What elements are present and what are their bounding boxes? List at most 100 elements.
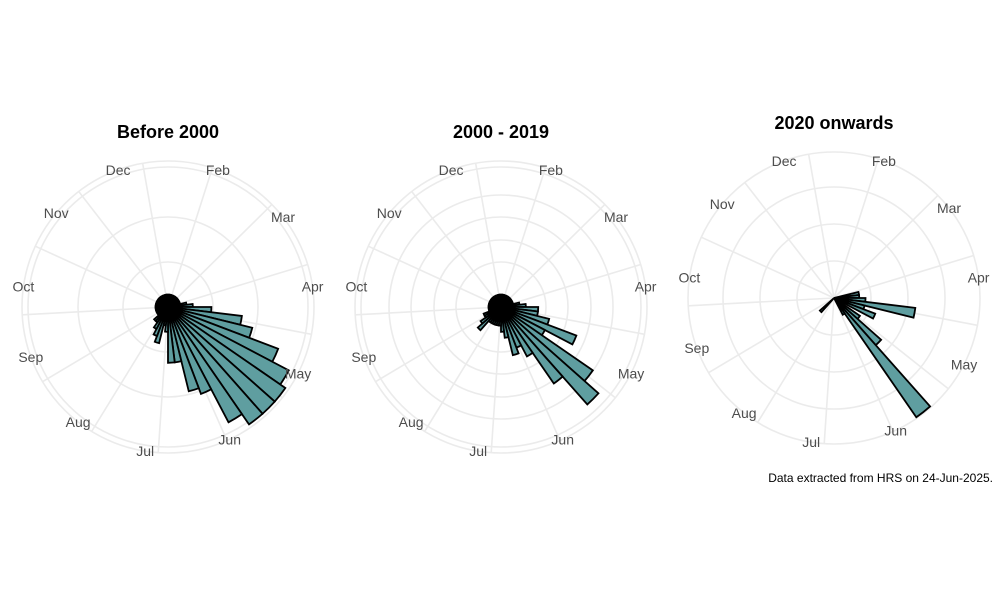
week-bar: [500, 306, 510, 339]
grid-spoke: [833, 158, 880, 299]
month-label-aug: Aug: [66, 414, 91, 430]
month-label-oct: Oct: [13, 279, 35, 295]
month-label-jul: Jul: [469, 443, 487, 459]
grid-ring: [722, 186, 946, 410]
grid-spoke: [833, 194, 939, 299]
month-label-feb: Feb: [872, 153, 896, 169]
grid-ring: [796, 260, 872, 336]
grid-spoke: [167, 263, 308, 308]
month-label-aug: Aug: [732, 405, 757, 421]
grid-spoke: [42, 306, 169, 383]
polar-grid: [354, 160, 648, 454]
grid-spoke: [423, 306, 502, 432]
month-label-jun: Jun: [218, 431, 241, 447]
panel-2000-2019: Dec Feb Mar Apr May Jun Jul Aug Sep Oct Nov 2000 - …: [346, 122, 657, 459]
month-label-sep: Sep: [684, 340, 709, 356]
month-label-may: May: [285, 365, 311, 381]
grid-spoke: [490, 306, 502, 453]
bars: [152, 293, 290, 426]
week-bar: [167, 306, 244, 424]
month-label-may: May: [618, 365, 644, 381]
month-label-mar: Mar: [604, 209, 628, 225]
grid-spoke: [833, 254, 974, 299]
grid-ring: [360, 166, 642, 448]
grid-spoke: [367, 245, 502, 308]
week-bar: [833, 297, 877, 320]
grid-spoke: [500, 263, 641, 308]
grid-spoke: [500, 167, 547, 308]
bars: [476, 293, 600, 406]
month-label-apr: Apr: [968, 270, 990, 286]
panel-title: Before 2000: [117, 122, 219, 142]
panel-title: 2020 onwards: [774, 113, 893, 133]
month-label-oct: Oct: [346, 279, 368, 295]
month-label-sep: Sep: [351, 349, 376, 365]
month-label-nov: Nov: [710, 196, 735, 212]
grid-spoke: [700, 236, 835, 299]
grid-spoke: [807, 154, 835, 299]
month-label-mar: Mar: [271, 209, 295, 225]
grid-spoke: [22, 306, 169, 316]
week-bar: [500, 306, 534, 358]
polar-grid: [687, 151, 981, 445]
week-bar: [833, 297, 846, 316]
panel-before-2000: Dec Feb Mar Apr May Jun Jul Aug Sep Oct Nov Before …: [13, 122, 324, 459]
month-label-feb: Feb: [539, 162, 563, 178]
week-bar: [500, 306, 520, 357]
month-label-oct: Oct: [679, 270, 701, 286]
month-label-dec: Dec: [772, 153, 797, 169]
grid-spoke: [708, 297, 835, 374]
grid-spoke: [474, 163, 502, 308]
month-label-jul: Jul: [802, 434, 820, 450]
grid-spoke: [688, 297, 835, 307]
month-label-dec: Dec: [106, 162, 131, 178]
grid-ring: [455, 261, 547, 353]
grid-spoke: [375, 306, 502, 383]
panel-title: 2000 - 2019: [453, 122, 549, 142]
grid-ring: [687, 151, 981, 445]
grid-spoke: [744, 181, 835, 299]
grid-spoke: [34, 245, 169, 308]
grid-spoke: [78, 190, 169, 308]
grid-spoke: [141, 163, 169, 308]
bars: [818, 290, 932, 419]
month-label-may: May: [951, 356, 977, 372]
month-label-jun: Jun: [551, 431, 574, 447]
month-labels: Dec Feb Mar Apr May Jun Jul Aug Sep Oct Nov: [346, 162, 657, 459]
grid-ring: [21, 160, 315, 454]
week-bar: [167, 306, 213, 396]
month-labels: Dec Feb Mar Apr May Jun Jul Aug Sep Oct Nov: [13, 162, 324, 459]
month-label-aug: Aug: [399, 414, 424, 430]
week-bar: [165, 293, 169, 308]
month-labels: Dec Feb Mar Apr May Jun Jul Aug Sep Oct Nov: [679, 153, 990, 450]
grid-spoke: [411, 190, 502, 308]
month-label-jul: Jul: [136, 443, 154, 459]
month-label-apr: Apr: [302, 279, 324, 295]
grid-spoke: [500, 203, 606, 308]
grid-spoke: [823, 297, 835, 444]
panel-2020-onwards: Dec Feb Mar Apr May Jun Jul Aug Sep Oct Nov 2020 on…: [679, 113, 990, 450]
month-label-apr: Apr: [635, 279, 657, 295]
week-bar: [818, 297, 835, 314]
grid-ring: [388, 194, 614, 420]
month-label-sep: Sep: [18, 349, 43, 365]
grid-spoke: [833, 297, 894, 432]
grid-ring: [759, 223, 909, 373]
week-bar: [500, 306, 600, 406]
grid-spoke: [355, 306, 502, 316]
grid-spoke: [756, 297, 835, 423]
week-bar: [167, 306, 176, 364]
month-label-feb: Feb: [206, 162, 230, 178]
month-label-nov: Nov: [377, 205, 402, 221]
week-bar: [833, 297, 932, 419]
month-label-jun: Jun: [884, 422, 907, 438]
week-bar: [500, 306, 564, 385]
grid-spoke: [167, 167, 214, 308]
grid-spoke: [167, 203, 273, 308]
week-bar: [167, 306, 200, 393]
grid-ring: [77, 216, 259, 398]
grid-ring: [27, 166, 309, 448]
data-source-caption: Data extracted from HRS on 24-Jun-2025.: [768, 471, 993, 485]
week-bar: [498, 293, 502, 308]
